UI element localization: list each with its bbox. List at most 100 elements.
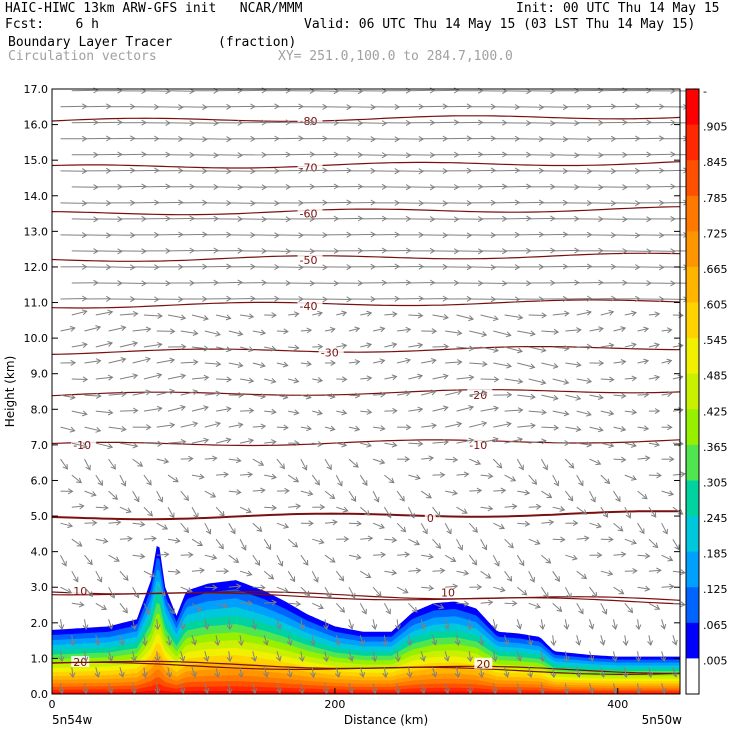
circulation-vector: [119, 282, 146, 284]
circulation-vector: [239, 346, 254, 351]
circulation-vector: [215, 506, 225, 517]
circulation-vector: [84, 490, 96, 496]
vector-arrowhead: [379, 326, 386, 333]
vector-arrowhead: [680, 601, 686, 608]
vector-arrowhead: [674, 544, 680, 551]
colorbar-label: .005: [703, 654, 728, 667]
circulation-vector: [348, 138, 376, 140]
circulation-vector: [360, 537, 373, 540]
vector-arrowhead: [552, 394, 559, 401]
circulation-vector: [204, 330, 221, 336]
circulation-vector: [228, 522, 236, 534]
circulation-vector: [167, 603, 175, 614]
vector-arrowhead: [503, 639, 510, 646]
circulation-vector: [84, 394, 101, 397]
vector-arrowhead: [157, 440, 163, 447]
circulation-vector: [661, 683, 665, 694]
circulation-vector: [167, 217, 195, 220]
circulation-vector: [108, 490, 118, 500]
circulation-vector: [228, 423, 243, 428]
y-tick-label: 12.0: [24, 261, 49, 274]
circulation-vector: [60, 426, 75, 432]
circulation-vector: [564, 586, 572, 599]
circulation-vector: [445, 361, 462, 364]
vector-arrowhead: [568, 462, 575, 469]
circulation-vector: [552, 282, 579, 284]
circulation-vector: [335, 635, 340, 646]
circulation-vector: [600, 89, 627, 92]
vector-arrowhead: [641, 493, 648, 500]
circulation-vector: [60, 105, 87, 108]
circulation-vector: [191, 376, 209, 380]
circulation-vector: [456, 602, 469, 605]
circulation-vector: [661, 619, 665, 629]
vector-arrowhead: [443, 314, 449, 320]
vector-arrowhead: [494, 560, 500, 567]
x-tick-label: 200: [324, 698, 345, 711]
circulation-vector: [95, 538, 108, 543]
vector-arrowhead: [169, 357, 176, 364]
circulation-vector: [71, 667, 74, 678]
vector-arrowhead: [394, 656, 401, 663]
vector-arrowhead: [305, 393, 312, 400]
circulation-vector: [348, 490, 357, 502]
circulation-vector: [216, 473, 229, 476]
circulation-vector: [384, 474, 395, 483]
colorbar-swatch: [686, 480, 699, 517]
circulation-vector: [576, 667, 580, 678]
vector-arrowhead: [419, 623, 426, 630]
circulation-vector: [264, 121, 291, 124]
y-tick-label: 14.0: [24, 190, 49, 203]
vector-arrowhead: [237, 330, 244, 337]
vector-arrowhead: [94, 672, 101, 678]
vector-arrowhead: [471, 559, 478, 566]
circulation-vector: [95, 667, 99, 678]
vector-arrowhead: [132, 340, 139, 347]
y-tick-label: 9.0: [31, 368, 49, 381]
colorbar-label: .425: [703, 405, 728, 418]
vector-arrowhead: [222, 602, 229, 609]
circulation-vector: [108, 458, 116, 470]
circulation-vector: [637, 490, 648, 500]
circulation-vector: [60, 554, 67, 567]
vector-arrowhead: [139, 553, 146, 560]
circulation-vector: [589, 522, 602, 528]
contour-label: -50: [300, 254, 318, 267]
circulation-vector: [252, 651, 256, 662]
vector-arrowhead: [271, 599, 278, 606]
circulation-vector: [528, 122, 555, 124]
vector-arrowhead: [78, 503, 85, 510]
vector-arrowhead: [226, 656, 233, 663]
circulation-vector: [432, 346, 449, 348]
vector-arrowhead: [428, 455, 435, 462]
vector-arrowhead: [308, 520, 314, 527]
vector-arrowhead: [524, 520, 531, 527]
circulation-vector: [613, 522, 624, 532]
vector-arrowhead: [595, 459, 602, 466]
circulation-vector: [600, 410, 614, 415]
circulation-vector: [132, 358, 151, 364]
vector-arrowhead: [329, 425, 336, 432]
circulation-vector: [432, 635, 437, 645]
circulation-vector: [95, 570, 102, 583]
circulation-vector: [613, 619, 617, 630]
circulation-vector: [396, 490, 405, 502]
vector-arrowhead: [607, 570, 614, 577]
circulation-vector: [540, 651, 544, 662]
circulation-vector: [335, 474, 343, 487]
circulation-vector: [276, 619, 281, 629]
circulation-vector: [576, 474, 584, 486]
vector-arrowhead: [109, 592, 115, 599]
vector-arrowhead: [326, 592, 332, 599]
vector-arrowhead: [666, 327, 673, 334]
vector-arrowhead: [643, 425, 650, 432]
vector-arrowhead: [571, 554, 578, 561]
vector-arrowhead: [66, 588, 73, 594]
vector-arrowhead: [95, 358, 102, 365]
circulation-vector: [445, 234, 472, 236]
circulation-vector: [468, 651, 471, 662]
circulation-vector: [492, 683, 497, 694]
vector-arrowhead: [604, 478, 611, 485]
vector-arrowhead: [632, 567, 638, 574]
circulation-vector: [552, 570, 560, 582]
